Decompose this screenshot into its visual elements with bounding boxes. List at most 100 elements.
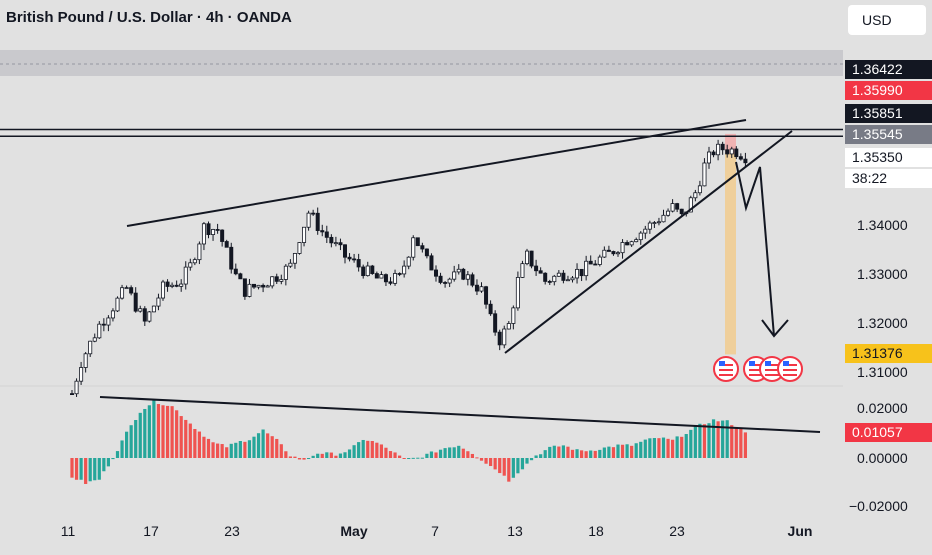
- histogram-bar: [388, 451, 393, 458]
- histogram-bar: [616, 444, 620, 458]
- histogram-bar: [707, 423, 711, 458]
- candle-body: [101, 323, 106, 326]
- candle-body: [424, 248, 429, 257]
- histogram-bar: [448, 447, 452, 458]
- candle-body: [70, 393, 75, 396]
- candle-body: [634, 239, 639, 243]
- histogram-bar: [639, 441, 643, 458]
- histogram-bar: [266, 433, 270, 458]
- candle-body: [629, 241, 634, 246]
- histogram-bar: [484, 458, 488, 464]
- y-tick-label: 1.34000: [857, 217, 908, 233]
- candle-body: [565, 279, 570, 282]
- histogram-bar: [402, 458, 406, 459]
- histogram-bar: [634, 443, 638, 458]
- histogram-bar: [197, 431, 201, 458]
- histogram-bar: [721, 420, 725, 458]
- candle-body: [470, 274, 475, 286]
- histogram-bar: [179, 416, 183, 458]
- candle-body: [297, 242, 302, 254]
- candle-body: [142, 308, 147, 322]
- histogram-bar: [466, 451, 470, 458]
- candle-body: [411, 237, 416, 258]
- histogram-bar: [680, 436, 684, 458]
- x-tick-label: 13: [507, 523, 523, 539]
- histogram-bar: [393, 452, 397, 458]
- histogram-bar: [434, 452, 438, 458]
- histogram-bar: [529, 458, 534, 461]
- histogram-bar: [425, 453, 429, 458]
- histogram-bar: [125, 431, 129, 458]
- histogram-bar: [134, 420, 138, 458]
- price-label: 1.35350: [845, 148, 932, 167]
- candle-body: [183, 266, 188, 285]
- candle-body: [192, 259, 197, 264]
- currency-button[interactable]: USD: [848, 5, 926, 35]
- histogram-bar: [643, 439, 647, 458]
- histogram-bar: [552, 445, 556, 458]
- histogram-bar: [211, 442, 215, 458]
- histogram-bar: [220, 444, 224, 458]
- histogram-bar: [361, 439, 365, 458]
- histogram-bar: [247, 440, 252, 458]
- histogram-bar: [79, 458, 83, 480]
- candle-body: [429, 255, 434, 271]
- histogram-bar: [225, 447, 229, 458]
- histogram-bar: [284, 451, 288, 458]
- candle-body: [666, 210, 671, 216]
- candle-body: [575, 268, 580, 279]
- candle-body: [74, 380, 79, 395]
- flag-stripe: [749, 364, 763, 366]
- flag-stripe: [749, 374, 763, 376]
- candle-body: [329, 236, 334, 244]
- histogram-bar: [238, 441, 242, 458]
- histogram-bar: [671, 439, 675, 458]
- histogram-bar: [557, 446, 561, 458]
- projection-path: [735, 161, 775, 337]
- candle-body: [379, 274, 384, 279]
- histogram-bar: [411, 457, 415, 459]
- histogram-bar: [593, 450, 597, 458]
- flag-canton: [749, 361, 755, 366]
- candle-body: [211, 229, 216, 235]
- candle-body: [679, 208, 684, 215]
- histogram-bar: [93, 458, 97, 481]
- candle-body: [261, 284, 266, 288]
- x-tick-label: 23: [669, 523, 685, 539]
- candle-body: [538, 270, 543, 274]
- histogram-bar: [470, 453, 474, 458]
- histogram-bar: [689, 429, 693, 458]
- candle-body: [79, 367, 84, 382]
- price-label: 1.31376: [845, 344, 932, 363]
- histogram-bar: [329, 452, 333, 458]
- candle-body: [374, 273, 379, 279]
- candle-body: [365, 265, 370, 277]
- histogram-bar: [416, 457, 420, 459]
- histogram-bar: [443, 448, 447, 458]
- candle-body: [238, 273, 243, 280]
- histogram-bar: [534, 455, 538, 458]
- candle-body: [338, 242, 343, 246]
- histogram-bar: [252, 436, 256, 458]
- histogram-bar: [489, 458, 493, 467]
- histogram-bar: [243, 441, 247, 458]
- histogram-bar: [320, 453, 324, 458]
- candle-body: [256, 284, 261, 288]
- price-label: 38:22: [845, 169, 932, 188]
- candle-body: [406, 256, 411, 267]
- candle-body: [465, 274, 470, 280]
- candle-body: [461, 268, 466, 280]
- candle-body: [693, 192, 698, 199]
- histogram-bar: [452, 447, 456, 458]
- histogram-bar: [184, 419, 188, 458]
- candle-body: [133, 292, 138, 312]
- candle-body: [151, 305, 156, 313]
- candle-body: [561, 272, 566, 281]
- candle-body: [688, 197, 693, 213]
- histogram-bar: [384, 447, 388, 458]
- candle-body: [129, 287, 134, 294]
- histogram-bar: [570, 449, 575, 458]
- candle-body: [415, 237, 420, 247]
